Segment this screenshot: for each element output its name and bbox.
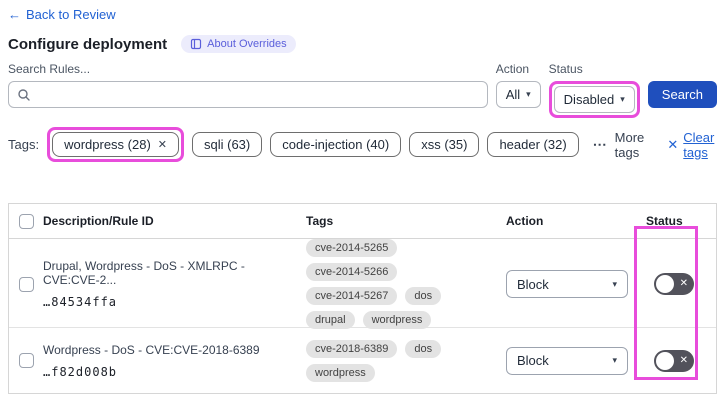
tag-pill-header[interactable]: header (32): [487, 132, 579, 157]
table-header-row: Description/Rule ID Tags Action Status: [9, 204, 716, 239]
column-header-action: Action: [506, 214, 544, 228]
status-toggle-off[interactable]: ✕: [654, 273, 694, 295]
search-rules-input[interactable]: [37, 87, 487, 102]
tag-pill-label: xss (35): [421, 137, 468, 152]
rule-tag-chip: wordpress: [362, 311, 432, 329]
tags-bar: Tags: wordpress (28) ✕ sqli (63) code-in…: [8, 127, 717, 162]
back-link-label: Back to Review: [26, 7, 116, 22]
toggle-x-icon: ✕: [679, 278, 688, 289]
rule-description-cell: Wordpress - DoS - CVE:CVE-2018-6389 …f82…: [43, 343, 306, 379]
action-select[interactable]: Block ▾: [506, 270, 628, 298]
tag-pill-label: header (32): [499, 137, 567, 152]
status-filter-column: Status Disabled ▾: [548, 62, 640, 118]
status-filter-dropdown[interactable]: Disabled ▾: [553, 86, 635, 113]
about-badge-label: About Overrides: [207, 38, 287, 50]
clear-icon: ✕: [667, 136, 679, 152]
rule-tag-chip: wordpress: [306, 363, 375, 382]
action-select-value: Block: [517, 276, 549, 292]
about-overrides-badge[interactable]: About Overrides: [181, 35, 296, 53]
chevron-down-icon: ▾: [526, 89, 531, 99]
page-title: Configure deployment: [8, 35, 168, 53]
rule-tag-chip: dos: [405, 339, 442, 358]
chevron-down-icon: ▾: [620, 94, 625, 104]
row-checkbox[interactable]: [18, 353, 34, 368]
rule-status-cell: ✕: [646, 349, 716, 372]
rule-description: Drupal, Wordpress - DoS - XMLRPC - CVE:C…: [43, 259, 245, 287]
action-filter-value: All: [505, 87, 521, 102]
rule-tag-chip: cve-2014-5267: [306, 287, 398, 305]
rule-description: Wordpress - DoS - CVE:CVE-2018-6389: [43, 342, 260, 357]
back-arrow-icon: ←: [8, 7, 21, 22]
chevron-down-icon: ▾: [612, 278, 617, 289]
search-rules-label: Search Rules...: [8, 62, 91, 76]
rule-tags-cell: cve-2014-5265 cve-2014-5266 cve-2014-526…: [306, 239, 506, 329]
tags-bar-label: Tags:: [8, 137, 40, 152]
search-box[interactable]: [8, 81, 488, 108]
remove-tag-icon[interactable]: ✕: [157, 139, 167, 151]
table-row: Wordpress - DoS - CVE:CVE-2018-6389 …f82…: [9, 328, 716, 393]
more-tags-label: More tags: [614, 129, 645, 160]
rules-table: Description/Rule ID Tags Action Status D…: [8, 203, 717, 394]
status-toggle-off[interactable]: ✕: [654, 349, 694, 372]
table-row: Drupal, Wordpress - DoS - XMLRPC - CVE:C…: [9, 239, 716, 329]
selected-tag-highlight-annotation: wordpress (28) ✕: [47, 127, 184, 162]
column-header-status: Status: [646, 214, 683, 228]
toggle-x-icon: ✕: [679, 354, 688, 366]
rule-id: …f82d008b: [43, 364, 118, 379]
rule-action-cell: Block ▾: [506, 346, 646, 375]
filter-row: Search Rules... Action All ▾ Status Disa…: [8, 62, 717, 118]
action-select-value: Block: [517, 353, 549, 368]
status-filter-highlight-annotation: Disabled ▾: [548, 81, 640, 118]
rule-tag-chip: cve-2018-6389: [306, 339, 398, 358]
search-button-column: Search: [647, 62, 717, 108]
action-filter-dropdown[interactable]: All ▾: [495, 81, 541, 108]
docs-icon: [191, 38, 202, 50]
tag-pill-xss[interactable]: xss (35): [409, 132, 480, 157]
rule-description-cell: Drupal, Wordpress - DoS - XMLRPC - CVE:C…: [43, 259, 306, 309]
column-header-tags: Tags: [306, 214, 334, 228]
tag-pill-wordpress[interactable]: wordpress (28) ✕: [52, 132, 179, 157]
select-all-checkbox[interactable]: [18, 213, 34, 229]
chevron-down-icon: ▾: [612, 355, 617, 365]
tag-pill-label: sqli (63): [204, 137, 251, 152]
tag-pill-label: code-injection (40): [282, 137, 390, 152]
clear-tags-button[interactable]: ✕ Clear tags: [667, 130, 717, 160]
tag-pill-label: wordpress (28): [64, 137, 151, 152]
title-row: Configure deployment About Overrides: [8, 35, 717, 53]
back-to-review-link[interactable]: ← Back to Review: [8, 7, 116, 22]
rule-tag-chip: cve-2014-5265: [306, 239, 398, 257]
toggle-knob: [656, 351, 674, 370]
search-button[interactable]: Search: [647, 81, 717, 108]
action-select[interactable]: Block ▾: [506, 346, 628, 375]
rule-tags-cell: cve-2018-6389 dos wordpress: [306, 339, 506, 382]
rule-tag-chip: dos: [405, 287, 442, 305]
search-icon: [18, 89, 30, 101]
ellipsis-icon: ⋯: [592, 136, 608, 152]
tag-pill-sqli[interactable]: sqli (63): [192, 132, 263, 157]
rule-id: …84534ffa: [43, 295, 118, 309]
clear-tags-label: Clear tags: [683, 129, 715, 160]
status-filter-label: Status: [548, 62, 583, 76]
rule-status-cell: ✕: [646, 273, 716, 295]
action-filter-column: Action All ▾: [495, 62, 541, 108]
more-tags-button[interactable]: ⋯ More tags: [593, 130, 646, 160]
row-checkbox[interactable]: [18, 276, 34, 292]
column-header-description: Description/Rule ID: [43, 214, 154, 228]
search-column: Search Rules...: [8, 62, 488, 108]
rule-tag-chip: cve-2014-5266: [306, 263, 398, 281]
status-filter-value: Disabled: [563, 92, 615, 107]
tag-pill-code-injection[interactable]: code-injection (40): [270, 132, 402, 157]
rule-tag-chip: drupal: [306, 311, 355, 329]
rule-action-cell: Block ▾: [506, 270, 646, 298]
action-filter-label: Action: [495, 62, 530, 76]
toggle-knob: [656, 275, 674, 293]
